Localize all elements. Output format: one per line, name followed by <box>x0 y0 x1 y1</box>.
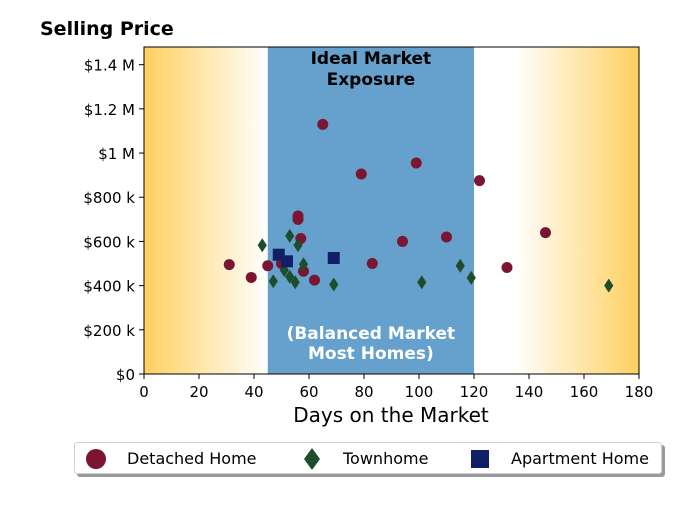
legend: Detached Home Townhome Apartment Home <box>74 442 662 474</box>
annotation-balanced-line: Most Homes) <box>308 344 434 364</box>
townhome-point <box>329 277 339 292</box>
ideal-band-rect <box>267 47 474 374</box>
legend-label-townhome: Townhome <box>343 449 429 468</box>
annotation-ideal-line: Exposure <box>327 70 416 90</box>
townhome-point <box>298 257 309 272</box>
townhome-point <box>290 275 300 290</box>
square-marker-icon <box>471 450 489 468</box>
chart-title: Selling Price <box>40 18 174 40</box>
axes: 0 20 40 60 80 100 120 140 160 180 $0 $200 k $400 k $6… <box>83 46 654 401</box>
legend-label-apartment: Apartment Home <box>511 449 649 468</box>
townhome-point <box>466 270 476 285</box>
detached-home-point <box>397 235 408 247</box>
x-axis-label: Days on the Market <box>293 403 489 427</box>
legend-label-detached: Detached Home <box>127 449 257 468</box>
townhome-point <box>604 278 614 293</box>
x-tick-label: 180 <box>625 383 654 401</box>
data-points <box>223 118 614 293</box>
detached-home-point <box>540 227 551 239</box>
x-tick-label: 60 <box>299 383 318 401</box>
ideal-market-band <box>267 47 474 374</box>
apartment-home-point <box>281 255 293 268</box>
detached-home-point <box>317 118 329 130</box>
detached-home-point <box>441 231 452 243</box>
x-tick-label: 100 <box>405 383 434 401</box>
y-tick-label: $1 M <box>98 145 135 163</box>
diamond-marker-icon <box>304 448 320 470</box>
y-tick-label: $600 k <box>83 233 135 251</box>
x-tick-label: 80 <box>354 383 373 401</box>
legend-swatch <box>86 449 106 469</box>
annotation-ideal-line: Ideal Market <box>311 49 432 69</box>
circle-marker-icon <box>86 449 106 469</box>
townhome-point <box>455 258 465 273</box>
apartment-home-point <box>327 252 340 265</box>
townhome-point <box>268 274 278 289</box>
x-tick-label: 20 <box>189 383 208 401</box>
detached-home-point <box>366 258 378 270</box>
townhome-point <box>293 238 303 253</box>
detached-home-point <box>355 168 367 180</box>
x-tick-label: 120 <box>460 383 489 401</box>
x-tick-label: 40 <box>244 383 263 401</box>
plot-frame <box>143 46 640 375</box>
detached-home-point <box>309 274 320 286</box>
detached-home-point <box>501 262 513 274</box>
y-tick-label: $400 k <box>83 278 135 296</box>
x-tick-label: 0 <box>139 383 149 401</box>
detached-home-point <box>474 175 485 187</box>
y-tick-label: $0 <box>116 366 135 384</box>
detached-home-point <box>262 260 274 272</box>
detached-home-point <box>245 271 257 283</box>
y-tick-label: $1.4 M <box>84 57 135 75</box>
y-tick-label: $200 k <box>83 322 135 340</box>
detached-home-point <box>298 265 309 277</box>
townhome-point <box>285 228 295 243</box>
legend-swatch <box>471 450 489 468</box>
x-tick-label: 160 <box>570 383 599 401</box>
y-tick-label: $1.2 M <box>84 101 135 119</box>
detached-home-point <box>223 259 235 271</box>
y-tick-label: $800 k <box>83 189 135 207</box>
legend-swatch <box>304 448 320 470</box>
annotation-balanced-line: (Balanced Market <box>287 324 456 344</box>
townhome-point <box>417 275 427 290</box>
detached-home-point <box>410 157 422 169</box>
detached-home-point <box>292 210 304 222</box>
townhome-point <box>257 238 267 253</box>
x-tick-label: 140 <box>515 383 544 401</box>
